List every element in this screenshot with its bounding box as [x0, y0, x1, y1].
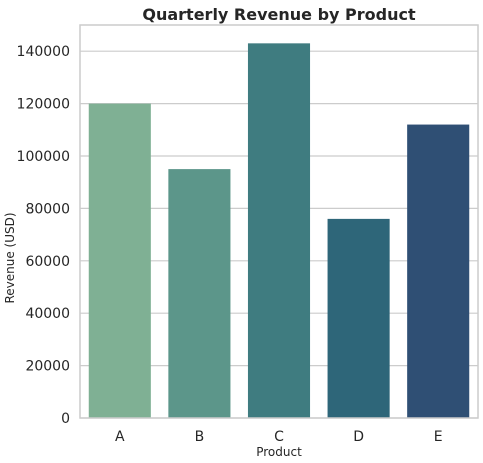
y-tick-label: 80000 [25, 201, 70, 217]
x-axis-label: Product [256, 445, 302, 459]
bars [89, 43, 469, 418]
y-tick-label: 0 [61, 411, 70, 427]
x-tick-label: E [434, 429, 443, 445]
y-tick-label: 140000 [17, 44, 70, 60]
x-tick-label: B [195, 429, 205, 445]
bar-a [89, 104, 151, 418]
bar-d [328, 219, 390, 418]
y-tick-label: 100000 [17, 149, 70, 165]
x-tick-labels: A B C D E [115, 429, 443, 445]
y-tick-label: 120000 [17, 97, 70, 113]
chart-title: Quarterly Revenue by Product [142, 5, 416, 24]
bar-c [248, 43, 310, 418]
y-tick-labels: 0 20000 40000 60000 80000 100000 120000 140000 [17, 44, 70, 427]
y-tick-label: 40000 [25, 306, 70, 322]
y-axis-label: Revenue (USD) [3, 212, 17, 303]
y-tick-label: 60000 [25, 254, 70, 270]
y-tick-label: 20000 [25, 359, 70, 375]
bar-e [407, 125, 469, 418]
x-tick-label: D [353, 429, 364, 445]
x-tick-label: A [115, 429, 125, 445]
bar-b [168, 169, 230, 418]
x-tick-label: C [274, 429, 284, 445]
